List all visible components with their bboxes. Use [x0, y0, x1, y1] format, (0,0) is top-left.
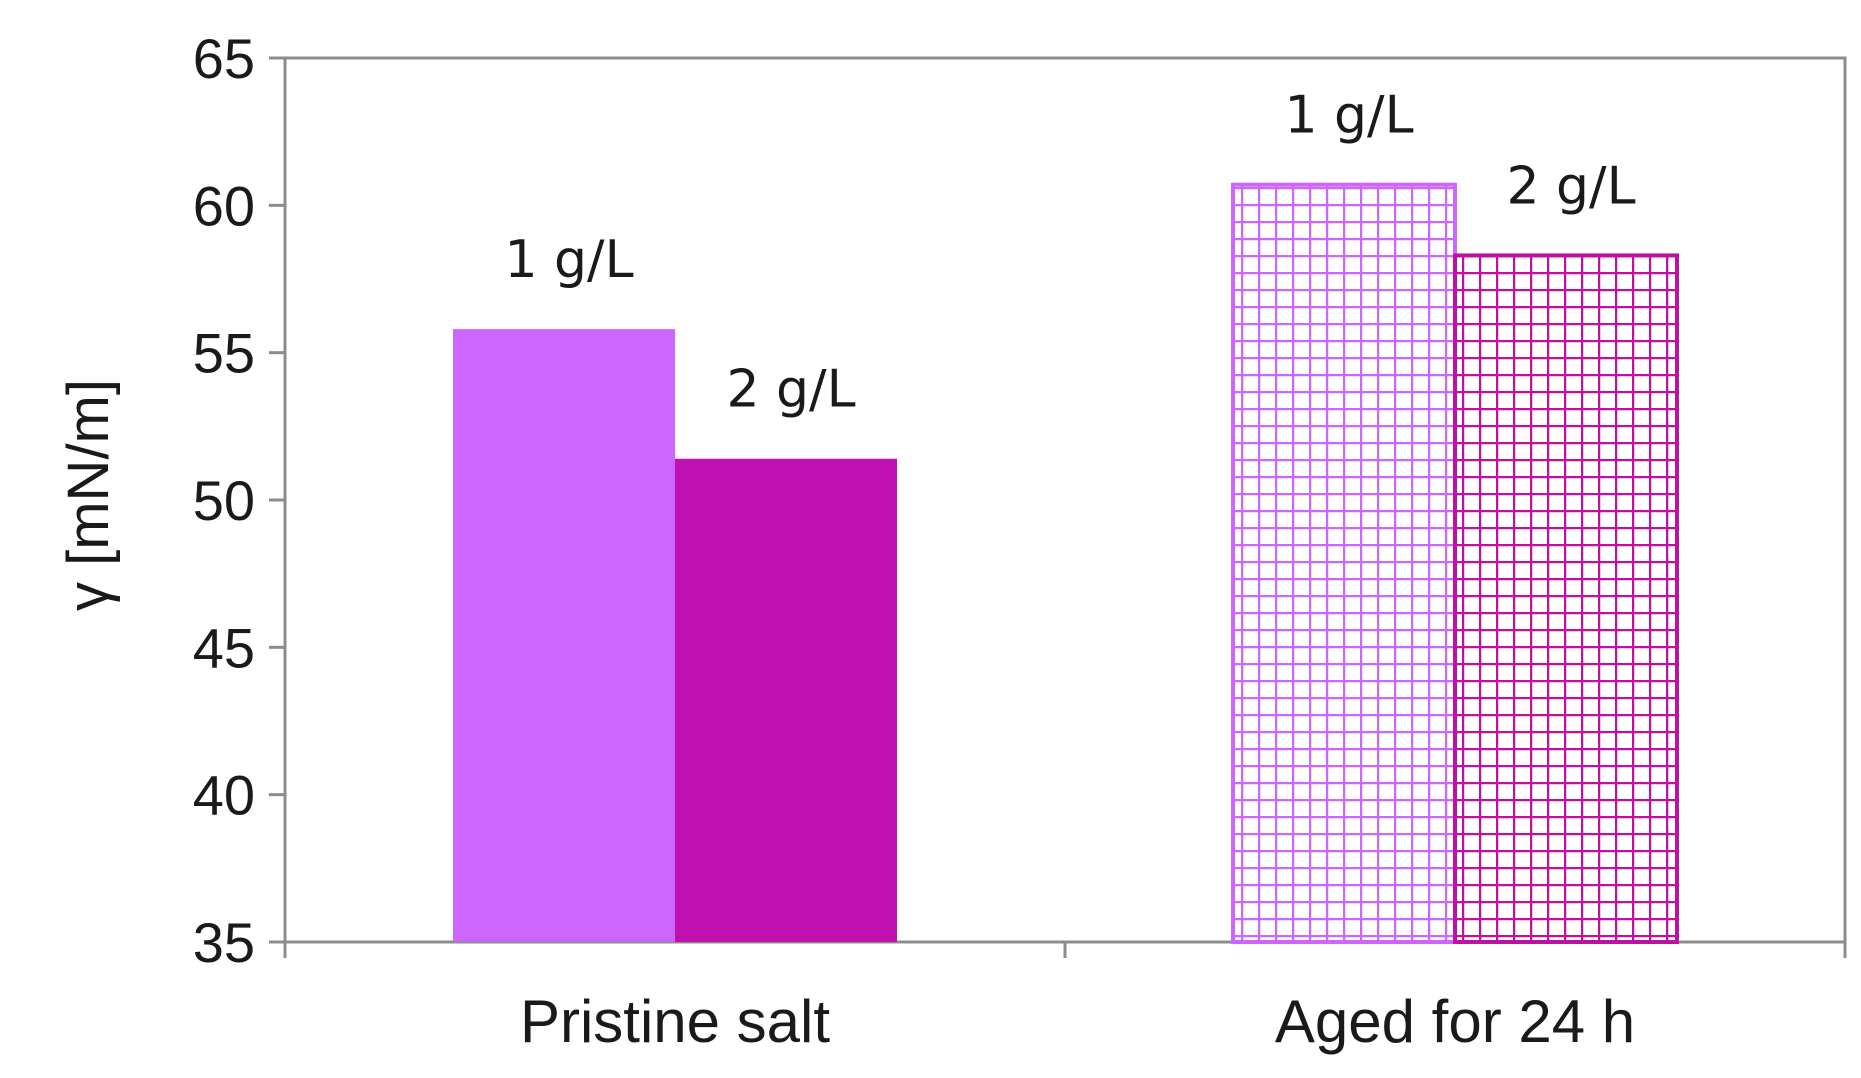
- y-axis-title: γ [mN/m]: [56, 379, 121, 611]
- x-category-label: Aged for 24 h: [1275, 988, 1635, 1055]
- y-tick-label: 60: [193, 174, 255, 237]
- bar-2-1: [675, 458, 897, 942]
- bar-2-2: [1453, 253, 1679, 944]
- y-tick-label: 55: [193, 322, 255, 385]
- y-tick-label: 45: [193, 616, 255, 679]
- bar-data-label: 2 g/L: [726, 360, 855, 420]
- y-tick-label: 65: [193, 27, 255, 90]
- y-tick-label: 35: [193, 911, 255, 974]
- x-category-label: Pristine salt: [520, 988, 830, 1055]
- bar-data-label: 2 g/L: [1506, 156, 1635, 216]
- y-tick-label: 40: [193, 764, 255, 827]
- bar-data-label: 1 g/L: [504, 230, 633, 290]
- y-tick-label: 50: [193, 469, 255, 532]
- bar-1-2: [1231, 182, 1457, 944]
- bar-1-1: [453, 329, 675, 942]
- bar-data-label: 1 g/L: [1284, 86, 1413, 146]
